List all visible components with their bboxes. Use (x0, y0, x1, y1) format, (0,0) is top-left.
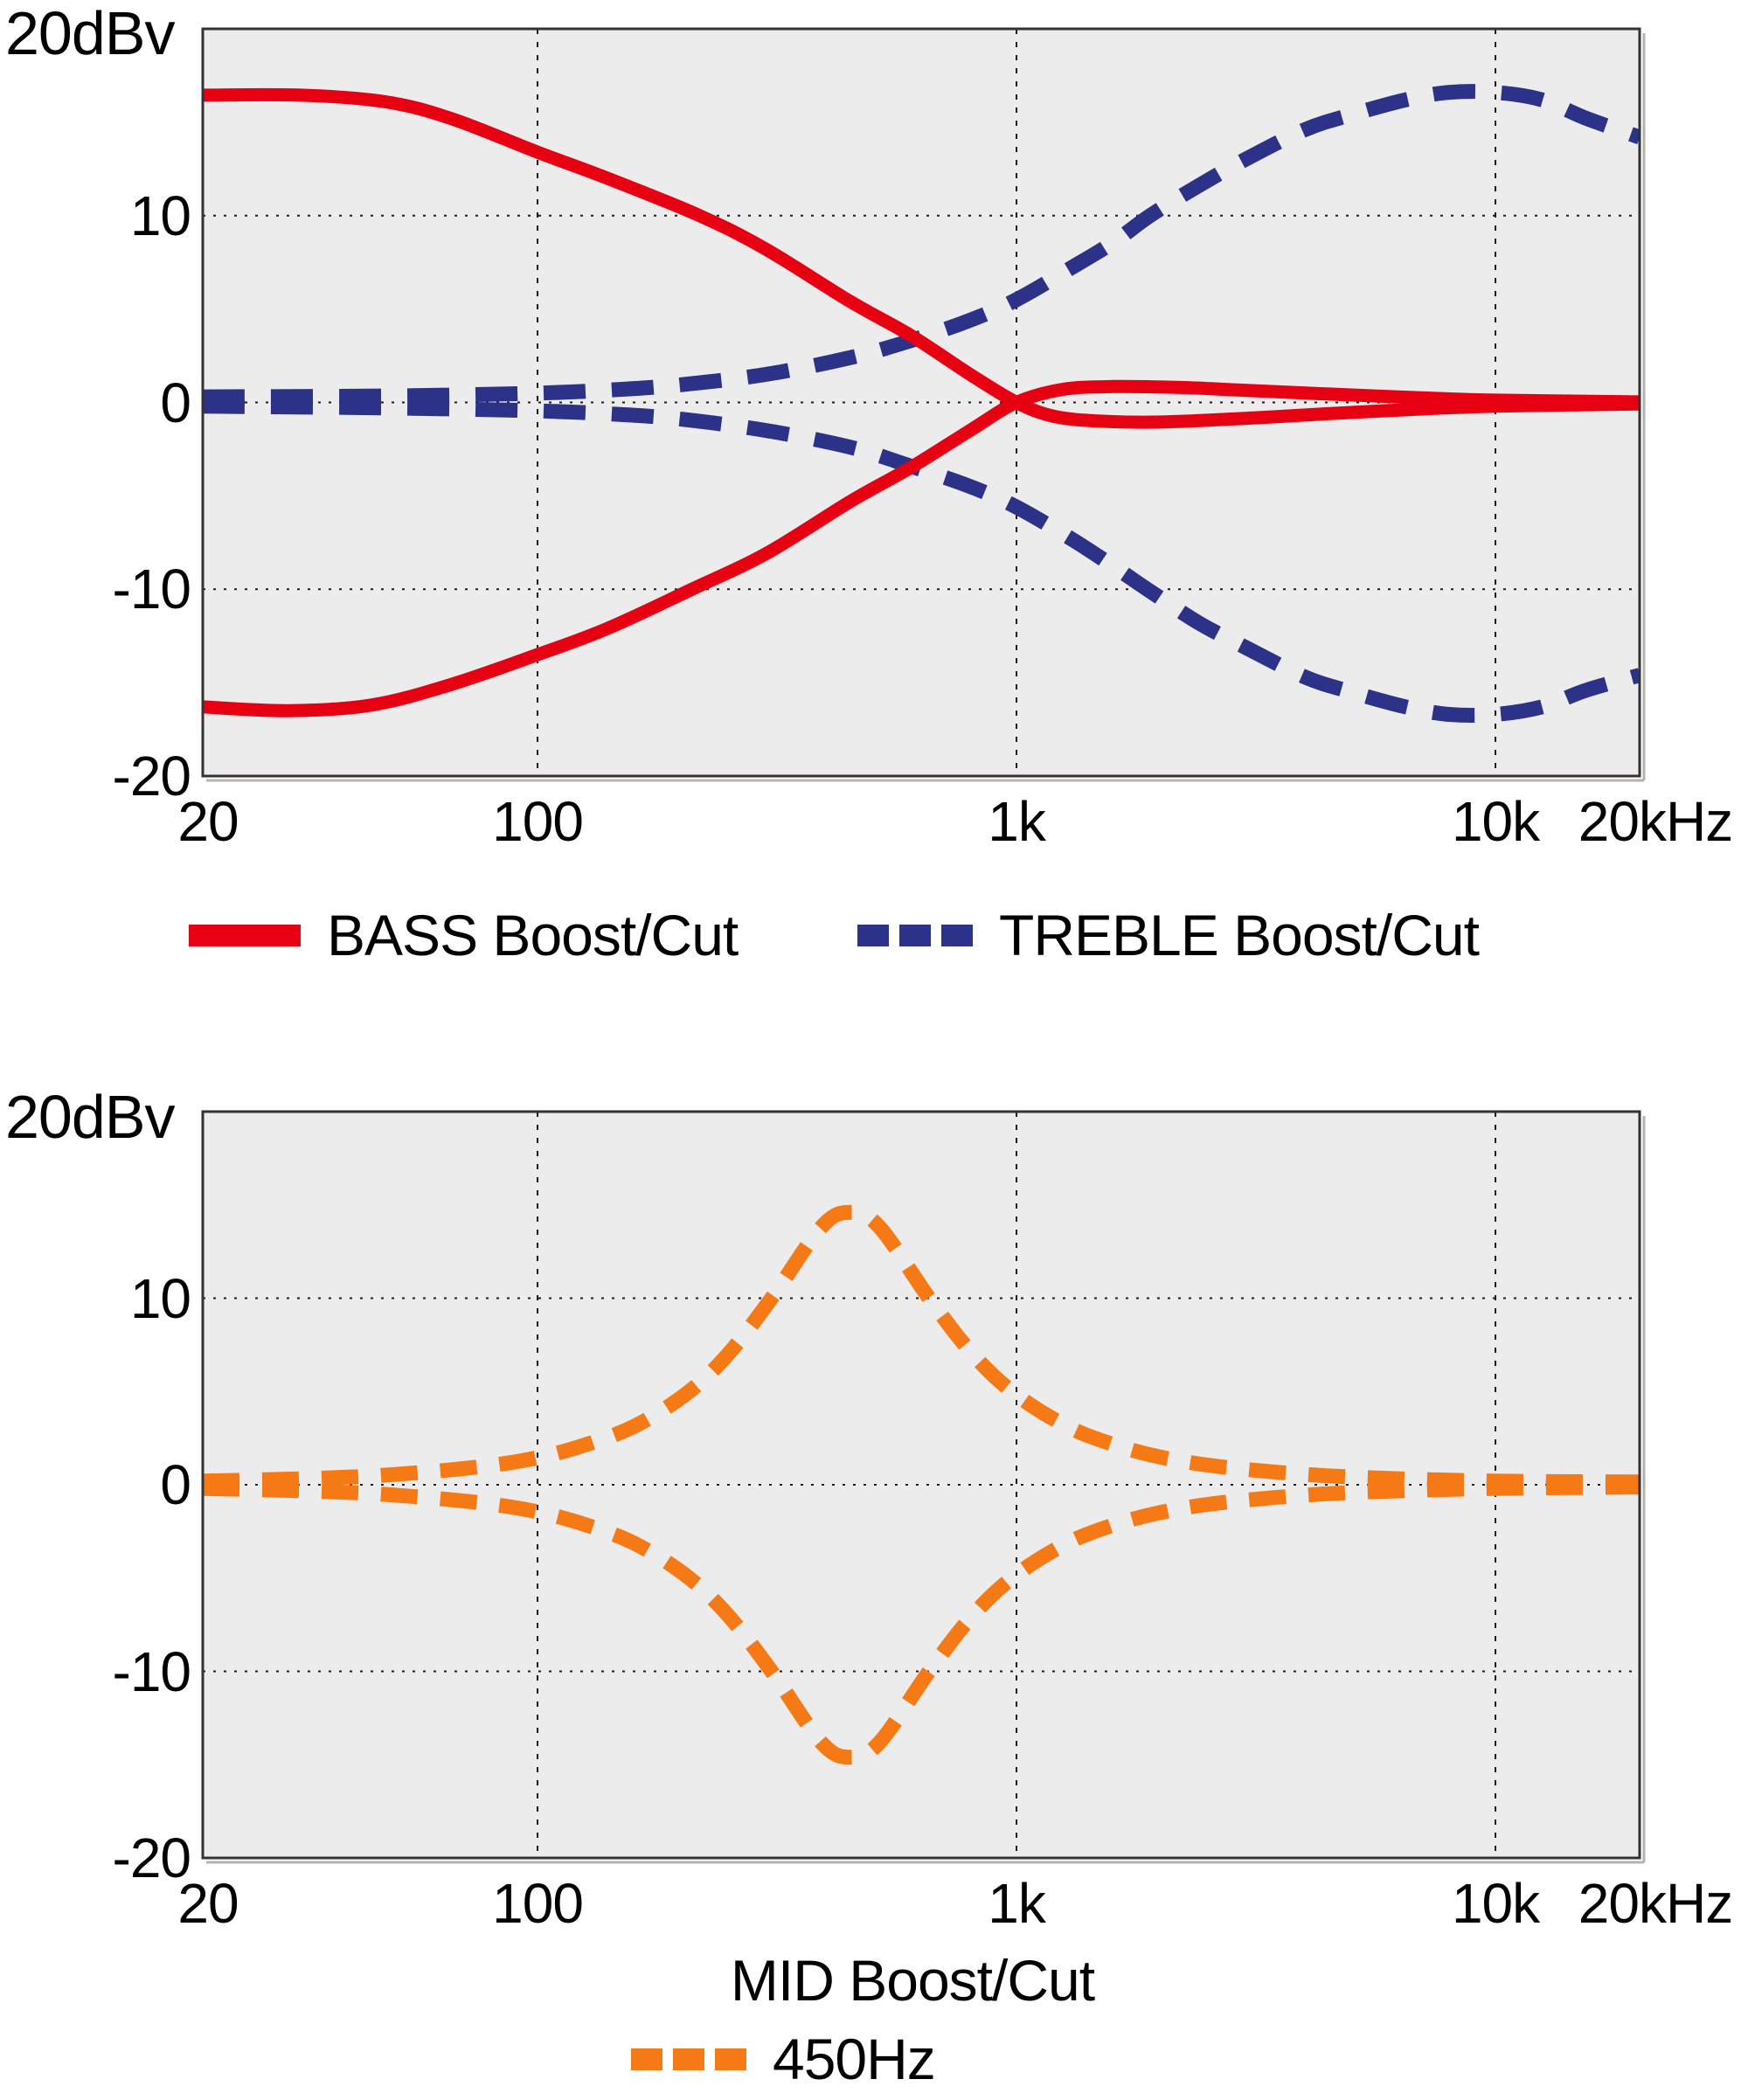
dash-segment (673, 2048, 704, 2070)
legend-item-treble: TREBLE Boost/Cut (857, 903, 1480, 967)
dash-segment (941, 924, 973, 946)
chart1-y-tick--20: -20 (112, 745, 192, 807)
legend-label-bass: BASS Boost/Cut (327, 903, 739, 967)
chart2-y-tick-0: 0 (160, 1453, 191, 1516)
chart2-x-tick-1k: 1k (988, 1872, 1046, 1935)
mid-cut-450hz-curve (203, 1480, 1640, 1765)
plot-background (203, 1112, 1640, 1858)
chart2-y-tick-10: 10 (129, 1266, 191, 1330)
chart2-caption: MID Boost/Cut (730, 1948, 1095, 2013)
chart1-x-tick-1k: 1k (988, 790, 1046, 853)
chart1-y-unit-label: 20dBv (5, 0, 175, 67)
plot-frame (201, 1110, 1641, 1860)
dash-segment (715, 2048, 746, 2070)
chart2-y-unit-label: 20dBv (5, 1083, 175, 1151)
chart2-x-tick-20: 20 (177, 1872, 239, 1935)
chart1-x-tick-20kHz: 20kHz (1578, 790, 1733, 853)
legend-item-bass: BASS Boost/Cut (189, 903, 739, 967)
mid-boost-450hz-curve (203, 1204, 1640, 1490)
chart1-x-tick-20: 20 (177, 790, 239, 853)
bass-solid-line-swatch (189, 924, 301, 946)
treble-dashed-line-swatch (857, 924, 973, 946)
mid-dashed-line-swatch (631, 2048, 746, 2070)
bass-boost-curve (203, 87, 1640, 429)
chart2-y-tick--20: -20 (112, 1826, 192, 1889)
dash-segment (899, 924, 931, 946)
dash-segment (631, 2048, 662, 2070)
chart2-x-tick-20kHz: 20kHz (1578, 1872, 1733, 1935)
chart-2-plot (201, 1110, 1646, 1864)
curves-group (203, 1204, 1640, 1765)
plot-frame (201, 27, 1641, 778)
treble-cut-curve (203, 399, 1640, 724)
curves-group (203, 84, 1640, 724)
legend-label-treble: TREBLE Boost/Cut (999, 903, 1480, 967)
chart1-y-tick--10: -10 (112, 558, 192, 621)
chart2-x-tick-10k: 10k (1451, 1872, 1540, 1935)
dash-segment (857, 924, 889, 946)
treble-boost-curve (203, 84, 1640, 405)
legend-label-450hz: 450Hz (773, 2027, 936, 2091)
chart1-y-tick-10: 10 (129, 184, 191, 247)
legend-item-mid-450hz: 450Hz (631, 2027, 936, 2091)
chart1-x-tick-100: 100 (492, 790, 584, 853)
chart1-y-tick-0: 0 (160, 371, 191, 434)
chart2-y-tick--10: -10 (112, 1639, 192, 1703)
chart2-x-tick-100: 100 (492, 1872, 584, 1935)
chart1-x-tick-10k: 10k (1451, 790, 1540, 853)
bass-cut-curve (203, 379, 1640, 717)
chart-1-plot (201, 27, 1646, 782)
